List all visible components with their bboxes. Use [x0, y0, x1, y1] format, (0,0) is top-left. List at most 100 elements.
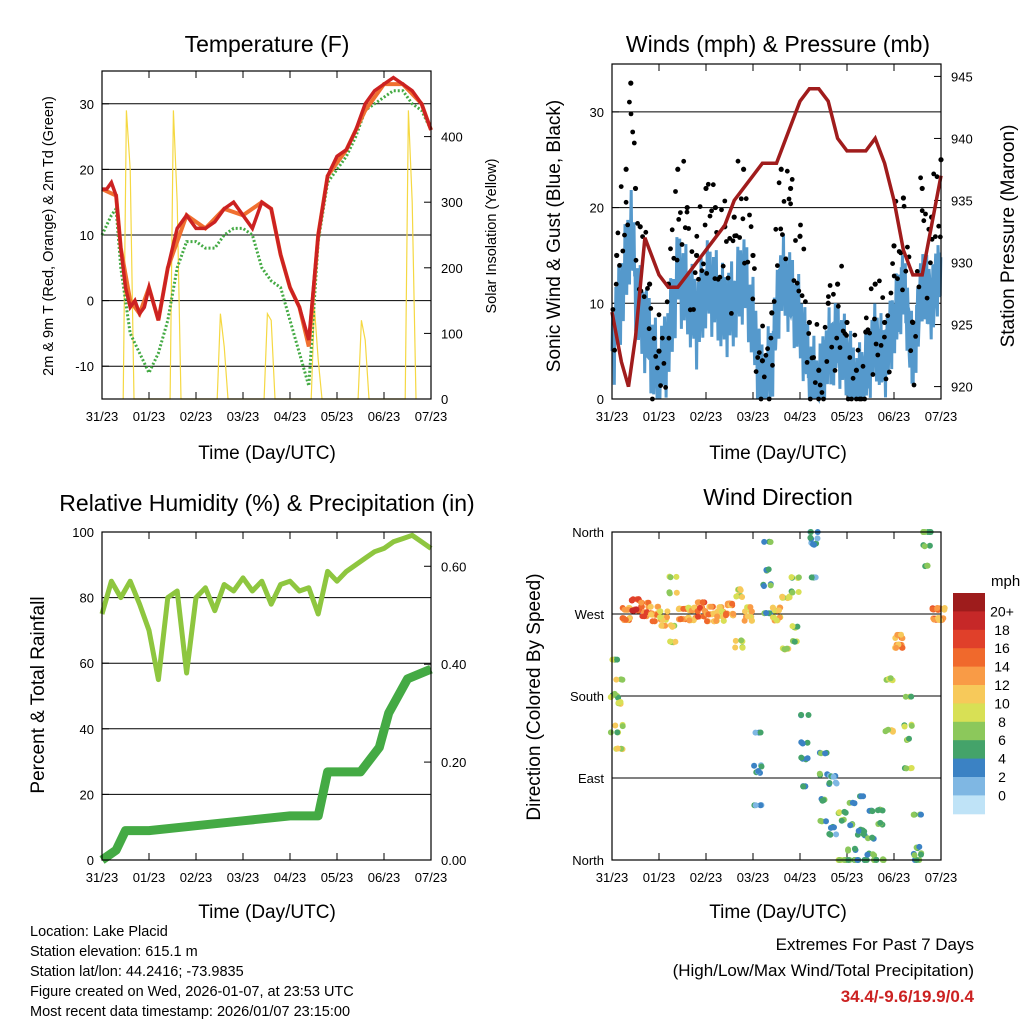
ytick-right-label: 925 [951, 318, 973, 333]
humidity-xlabel: Time (Day/UTC) [198, 902, 336, 923]
gust-point [804, 360, 810, 365]
direction-point [855, 827, 862, 834]
gust-point [702, 222, 708, 228]
gust-point [743, 196, 749, 202]
direction-point [672, 638, 679, 645]
direction-point [908, 693, 915, 700]
direction-point [720, 617, 727, 624]
gust-point [623, 166, 629, 172]
ytick-right-label: 0.00 [441, 853, 466, 868]
direction-point [889, 728, 896, 735]
pressure-line [610, 87, 943, 388]
direction-point [611, 690, 618, 697]
gust-point [610, 307, 616, 312]
direction-point [805, 712, 812, 718]
gust-point [793, 238, 798, 243]
direction-point [898, 631, 904, 638]
gust-point [661, 361, 667, 366]
legend-swatch [953, 721, 985, 741]
direction-point [680, 605, 687, 612]
direction-point [817, 817, 824, 824]
gust-point [867, 330, 872, 336]
ytick-label: 20 [80, 787, 94, 802]
legend-label: 16 [994, 640, 1010, 656]
gust-point [786, 196, 792, 202]
gust-point [630, 129, 636, 135]
xtick-label: 03/23 [737, 870, 770, 885]
gust-point [900, 195, 907, 201]
gust-point [832, 368, 838, 373]
direction-point [758, 763, 765, 770]
direction-point [822, 750, 829, 757]
gust-point [730, 238, 736, 244]
direction-point [767, 539, 774, 545]
direction-point [908, 722, 915, 729]
gust-point [806, 319, 813, 326]
gust-point [613, 281, 619, 287]
gust-point [684, 204, 690, 211]
gust-point [755, 355, 761, 360]
legend-label: 20+ [990, 603, 1014, 619]
created-text: Figure created on Wed, 2026-01-07, at 23… [30, 984, 354, 1000]
ytick-label: -10 [75, 359, 94, 374]
direction-point [845, 846, 852, 853]
gust-point [780, 232, 785, 238]
gust-point [628, 111, 634, 117]
winds-ylabel-right: Station Pressure (Maroon) [998, 125, 1019, 348]
direction-point [918, 811, 924, 818]
gust-point [824, 359, 830, 364]
ytick-label: 30 [80, 97, 94, 112]
extremes-subtitle: (High/Low/Max Wind/Total Precipitation) [672, 961, 974, 980]
direction-point [903, 765, 910, 772]
direction-point [657, 614, 663, 621]
gust-point [701, 261, 706, 267]
direction-point [887, 675, 894, 682]
ytick-label: 0 [87, 853, 94, 868]
ytick-right-label: 0.60 [441, 559, 466, 574]
gust-point [863, 329, 869, 335]
direction-point [926, 542, 933, 549]
gust-point [937, 234, 943, 240]
legend-swatch [953, 703, 985, 723]
xtick-label: 07/23 [415, 870, 448, 885]
gust-point [722, 198, 728, 204]
xtick-label: 05/23 [321, 870, 354, 885]
gust-point [827, 283, 833, 288]
direction-point [779, 593, 786, 600]
gust-point [703, 185, 709, 192]
xtick-label: 31/23 [86, 870, 119, 885]
wind-direction-xlabel: Time (Day/UTC) [709, 902, 847, 923]
winds-panel: Winds (mph) & Pressure (mb) 0 10 20 30 31/23… [544, 31, 1019, 464]
legend-swatch [953, 648, 985, 668]
direction-point [921, 543, 928, 550]
legend-swatch [953, 666, 985, 686]
direction-point [729, 600, 736, 607]
xtick-label: 05/23 [831, 409, 864, 424]
xtick-label: 02/23 [690, 870, 723, 885]
gust-point [668, 246, 673, 252]
gust-point [761, 374, 767, 380]
gust-point [873, 341, 879, 347]
direction-point [906, 735, 912, 742]
direction-point [893, 644, 900, 651]
extremes-title: Extremes For Past 7 Days [775, 935, 974, 954]
extremes-values: 34.4/-9.6/19.9/0.4 [840, 987, 974, 1006]
xtick-label: 05/23 [831, 870, 864, 885]
xtick-label: 01/23 [133, 870, 166, 885]
rh-line [99, 532, 433, 683]
gust-point [783, 256, 789, 262]
wind-line [610, 189, 943, 405]
humidity-plot-area: 0 20 40 60 80 100 31/23 01/23 02/23 03/23 04/23 05/… [72, 525, 466, 885]
gust-point [936, 223, 942, 229]
plot-border [611, 531, 942, 861]
direction-point [924, 562, 931, 569]
temperature-title: Temperature (F) [185, 31, 350, 57]
gust-point [771, 299, 777, 304]
gust-point [666, 335, 672, 341]
gust-point [770, 362, 775, 368]
xtick-label: 06/23 [368, 409, 401, 424]
direction-point [757, 802, 764, 809]
legend-swatch [953, 777, 985, 796]
xtick-label: 04/23 [274, 870, 307, 885]
gust-point [675, 166, 681, 172]
